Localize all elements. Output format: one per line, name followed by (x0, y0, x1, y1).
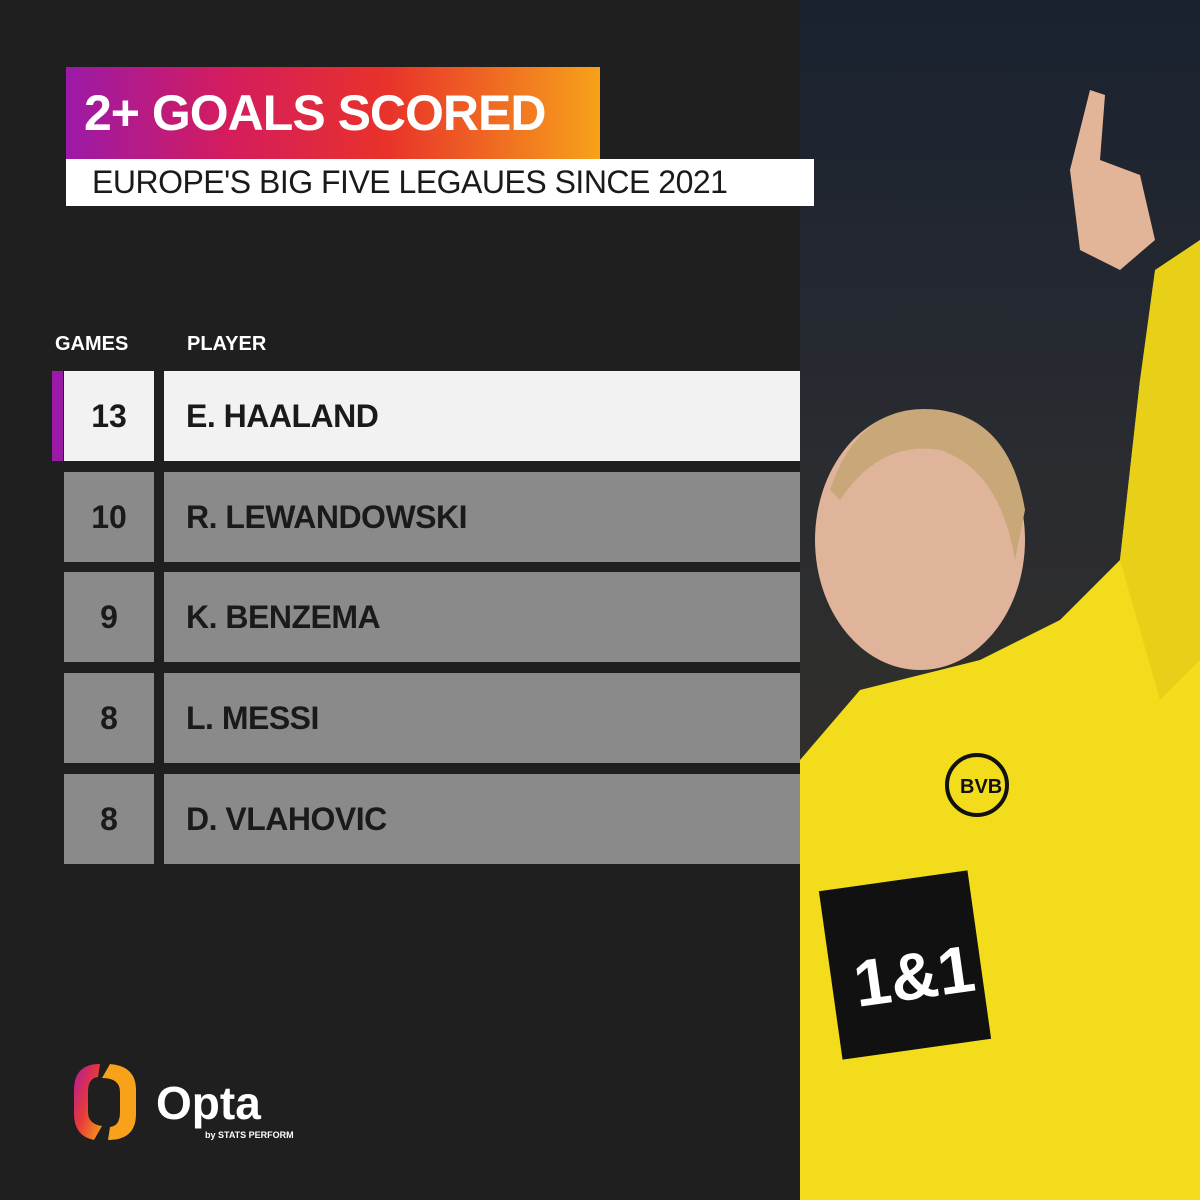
table-row: 13 E. HAALAND (64, 371, 800, 461)
player-photo: 1&1 BVB (800, 0, 1200, 1200)
player-cell: R. LEWANDOWSKI (164, 472, 800, 562)
table-row: 10 R. LEWANDOWSKI (64, 472, 800, 562)
games-cell: 13 (64, 371, 154, 461)
player-cell: L. MESSI (164, 673, 800, 763)
games-cell: 10 (64, 472, 154, 562)
sponsor-logo: 1&1 (849, 931, 979, 1021)
player-cell: K. BENZEMA (164, 572, 800, 662)
opta-logo-icon (74, 1064, 136, 1140)
subtitle-banner: EUROPE'S BIG FIVE LEGAUES SINCE 2021 (66, 159, 814, 206)
page-subtitle: EUROPE'S BIG FIVE LEGAUES SINCE 2021 (92, 164, 728, 200)
games-cell: 9 (64, 572, 154, 662)
svg-text:BVB: BVB (960, 776, 1002, 798)
brand-tagline: by STATS PERFORM (205, 1130, 294, 1140)
games-cell: 8 (64, 774, 154, 864)
player-cell: E. HAALAND (164, 371, 800, 461)
player-cell: D. VLAHOVIC (164, 774, 800, 864)
table-row: 8 D. VLAHOVIC (64, 774, 800, 864)
games-cell: 8 (64, 673, 154, 763)
table-row: 8 L. MESSI (64, 673, 800, 763)
highlight-accent (52, 371, 63, 461)
page-title: 2+ GOALS SCORED (84, 85, 546, 141)
bvb-crest-icon (945, 753, 1009, 817)
header-games: GAMES (55, 333, 129, 355)
brand-name: Opta (156, 1077, 261, 1129)
table-row: 9 K. BENZEMA (64, 572, 800, 662)
header-player: PLAYER (187, 333, 267, 355)
title-banner: 2+ GOALS SCORED (66, 67, 600, 159)
